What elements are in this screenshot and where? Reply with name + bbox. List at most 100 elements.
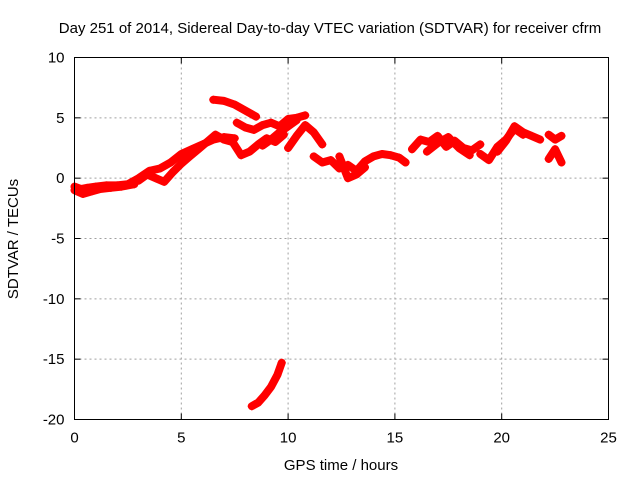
data-point-marker	[237, 151, 246, 160]
data-point-marker	[484, 156, 493, 165]
data-point-marker	[258, 141, 267, 150]
x-axis-label: GPS time / hours	[284, 457, 398, 474]
data-point-marker	[185, 152, 194, 161]
data-point-marker	[220, 96, 229, 105]
y-tick-label: -10	[43, 291, 65, 308]
data-point-marker	[252, 112, 261, 121]
data-point-marker	[326, 156, 335, 165]
data-point-marker	[352, 170, 361, 179]
chart-title: Day 251 of 2014, Sidereal Day-to-day VTE…	[59, 20, 601, 37]
data-point-marker	[249, 125, 258, 134]
data-point-marker	[143, 170, 152, 179]
data-point-marker	[454, 144, 463, 152]
data-point-marker	[519, 128, 528, 137]
grid-layer	[74, 57, 609, 420]
data-point-marker	[318, 140, 327, 149]
data-point-marker	[557, 158, 566, 167]
data-point-marker	[258, 121, 267, 130]
data-point-marker	[151, 174, 160, 183]
data-point-marker	[241, 106, 250, 115]
data-point-marker	[544, 154, 553, 163]
x-tick-label: 25	[600, 430, 617, 447]
data-point-marker	[551, 145, 560, 154]
data-point-marker	[166, 158, 175, 167]
y-axis-label: SDTVAR / TECUs	[5, 179, 22, 299]
data-point-marker	[247, 402, 256, 411]
y-tick-label: -20	[43, 412, 65, 429]
data-point-marker	[360, 163, 369, 172]
series-trace	[247, 358, 286, 411]
y-tick-label: -5	[51, 231, 64, 248]
data-point-marker	[177, 150, 186, 159]
data-point-marker	[230, 100, 239, 109]
data-point-marker	[260, 391, 269, 400]
data-point-marker	[476, 150, 485, 159]
x-tick-label: 0	[70, 430, 78, 447]
x-tick-label: 5	[177, 430, 185, 447]
y-tick-label: 10	[48, 50, 65, 67]
data-point-marker	[493, 147, 502, 156]
data-point-marker	[155, 164, 164, 173]
data-point-marker	[318, 158, 327, 167]
data-point-marker	[232, 118, 241, 127]
data-point-marker	[501, 136, 510, 145]
data-point-marker	[202, 137, 211, 146]
data-point-marker	[309, 152, 318, 161]
series-trace	[493, 122, 545, 156]
data-point-marker	[476, 140, 485, 149]
data-point-marker	[465, 151, 474, 160]
data-point-marker	[369, 152, 378, 161]
data-point-marker	[442, 142, 451, 151]
data-point-marker	[267, 135, 276, 144]
x-tick-label: 15	[387, 430, 404, 447]
x-tick-label: 10	[280, 430, 297, 447]
data-point-marker	[386, 151, 395, 160]
data-point-marker	[228, 137, 237, 146]
series-trace	[335, 152, 369, 183]
data-point-marker	[301, 111, 310, 120]
data-point-marker	[277, 358, 286, 367]
data-point-marker	[551, 135, 560, 144]
data-point-marker	[194, 145, 203, 154]
data-point-marker	[211, 130, 220, 139]
data-point-marker	[292, 131, 301, 140]
data-point-marker	[209, 95, 218, 104]
data-point-marker	[378, 150, 387, 159]
data-point-marker	[254, 398, 263, 407]
data-point-marker	[544, 130, 553, 139]
data-point-marker	[96, 185, 105, 194]
data-point-marker	[292, 116, 301, 125]
data-point-marker	[433, 139, 442, 148]
tick-layer: 0 5 10 15 20 25 -20 -15 -10 -5 0 5 10	[43, 50, 617, 447]
data-point-marker	[335, 152, 344, 161]
data-point-marker	[557, 131, 566, 140]
x-tick-label: 20	[493, 430, 510, 447]
data-point-marker	[536, 135, 545, 144]
data-point-marker	[267, 382, 276, 391]
data-point-marker	[444, 133, 453, 142]
data-point-marker	[407, 145, 416, 154]
data-point-marker	[395, 153, 404, 162]
data-point-marker	[510, 122, 519, 131]
data-point-marker	[284, 122, 293, 131]
data-point-marker	[416, 135, 425, 144]
data-point-marker	[241, 123, 250, 132]
data-point-marker	[275, 128, 284, 137]
data-point-marker	[106, 183, 115, 192]
data-point-marker	[79, 189, 88, 198]
data-point-marker	[527, 131, 536, 140]
y-tick-label: 5	[56, 110, 64, 127]
data-point-marker	[301, 121, 310, 130]
data-point-marker	[422, 147, 431, 156]
data-point-marker	[134, 176, 143, 185]
data-point-marker	[284, 144, 293, 152]
data-point-marker	[309, 128, 318, 137]
data-point-marker	[160, 177, 169, 186]
y-tick-label: -15	[43, 351, 65, 368]
data-point-marker	[245, 147, 254, 156]
data-point-marker	[425, 137, 434, 146]
data-point-marker	[273, 370, 282, 379]
data-point-marker	[343, 174, 352, 183]
